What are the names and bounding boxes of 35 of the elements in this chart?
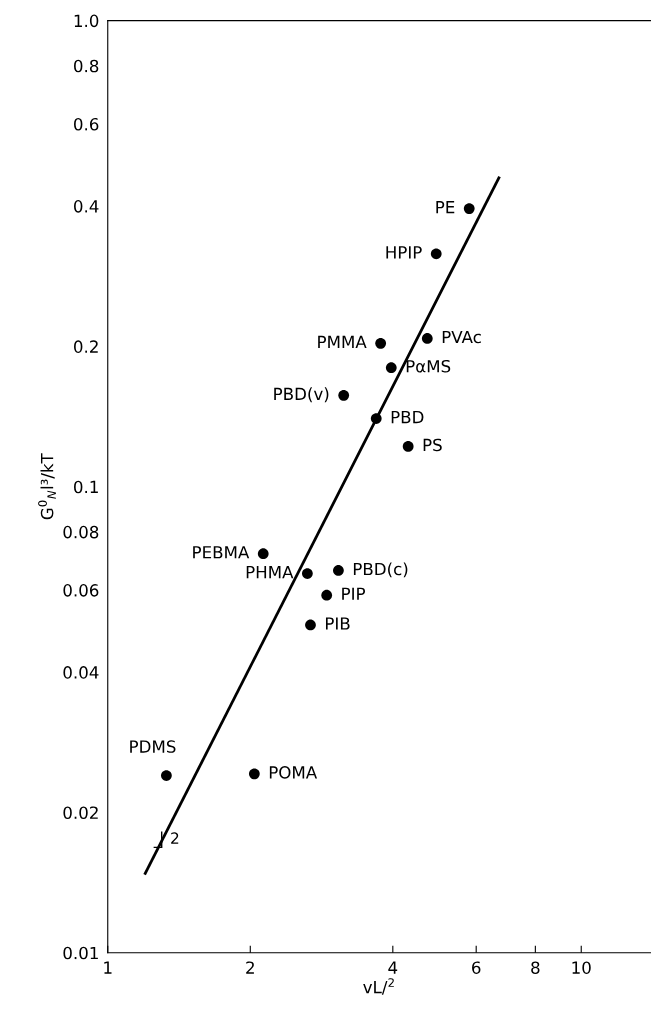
annotation: PBD(c) (353, 562, 408, 578)
annotation: PBD(v) (274, 387, 329, 403)
annotation: PIB (325, 617, 350, 630)
y-tick-label: 0.2 (74, 340, 98, 353)
annotation: PαMS (406, 359, 451, 373)
annotation: PVAc (442, 330, 481, 344)
annotation: 2 (171, 832, 179, 844)
y-tick-label: 0.6 (74, 117, 99, 131)
x-tick-label: 2 (246, 961, 254, 974)
y-tick-label: 0.1 (74, 480, 98, 494)
x-tick-label: 8 (531, 961, 540, 974)
y-tick-label: 0.02 (63, 806, 98, 820)
annotation: POMA (269, 766, 318, 779)
annotation: HPIP (386, 246, 422, 259)
annotation: PEBMA (193, 546, 250, 559)
annotation: PIP (342, 587, 366, 600)
x-tick-label: 10 (572, 961, 591, 974)
annotation: PMMA (318, 335, 367, 348)
y-tick-label: 0.4 (74, 200, 99, 213)
y-tick-label: 0.01 (63, 946, 98, 960)
x-tick-label: 6 (472, 961, 481, 974)
y-tick-label: 1.0 (74, 14, 99, 28)
y-axis-title: G$^{0}$$_{N}$l³/kT (38, 453, 56, 520)
x-tick-label: 1 (104, 961, 112, 974)
x-axis-title: vL/$^{2}$ (363, 978, 394, 995)
y-tick-label: 0.06 (63, 584, 99, 597)
y-tick-label: 0.08 (63, 525, 99, 539)
annotation: PHMA (246, 566, 294, 579)
annotation: PBD (391, 411, 424, 424)
annotation: PDMS (130, 740, 176, 753)
y-tick-label: 0.8 (74, 59, 99, 73)
annotation: PE (436, 201, 455, 214)
y-tick-label: 0.04 (63, 666, 99, 679)
annotation: PS (423, 438, 442, 452)
x-tick-label: 4 (388, 961, 398, 974)
